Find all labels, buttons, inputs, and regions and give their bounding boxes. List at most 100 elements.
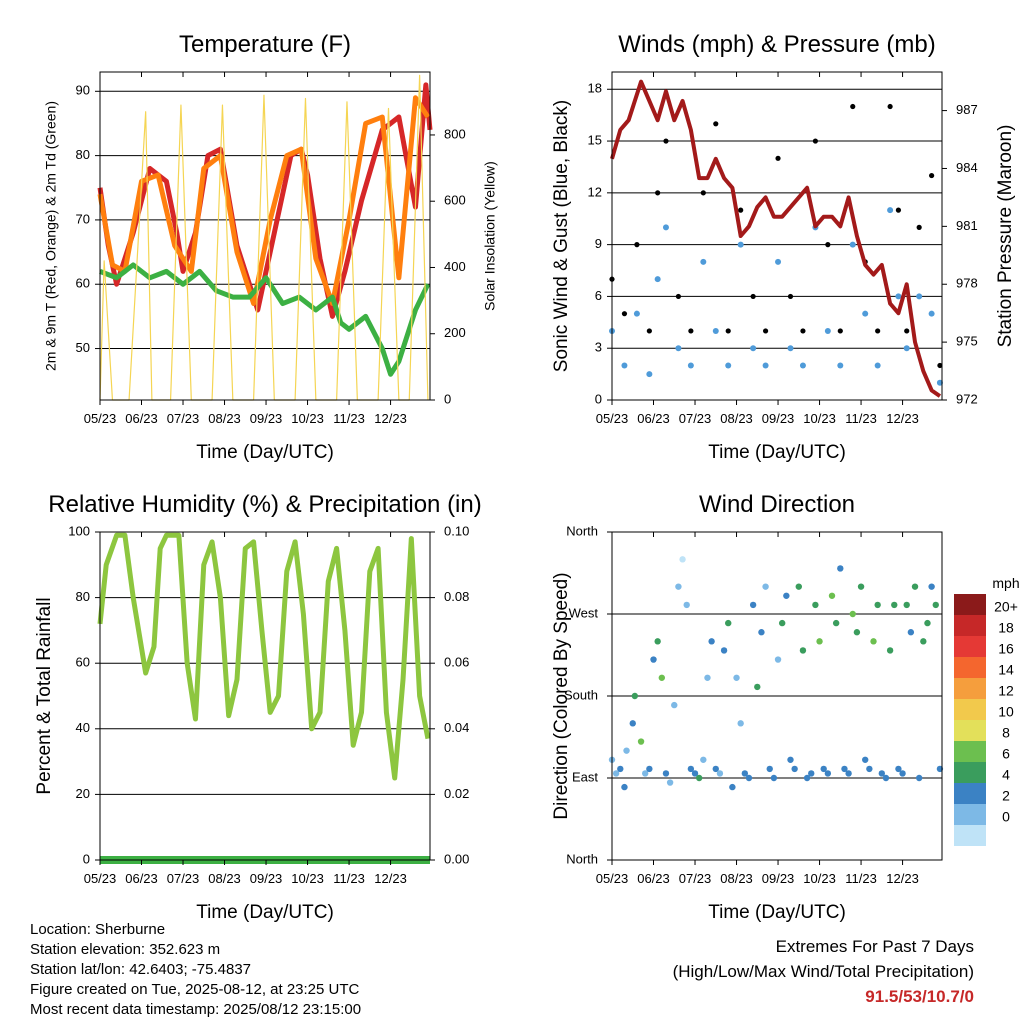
direction-point	[700, 756, 707, 763]
y-right-tick-label: 981	[956, 218, 978, 233]
data-point-gust	[675, 293, 682, 300]
x-tick-label: 09/23	[250, 411, 283, 426]
x-tick-label: 06/23	[637, 411, 670, 426]
data-point-sonic-wind	[824, 327, 831, 334]
x-tick-label: 12/23	[886, 871, 919, 886]
direction-point	[629, 720, 636, 727]
x-tick-label: 10/23	[803, 411, 836, 426]
x-tick-label: 08/23	[208, 411, 241, 426]
colorbar-label: 18	[998, 620, 1014, 636]
direction-point	[646, 765, 653, 773]
colorbar-label: 12	[998, 683, 1014, 699]
data-point-gust	[787, 293, 794, 300]
data-point-gust	[904, 328, 910, 334]
direction-point	[654, 638, 661, 645]
extremes-box: Extremes For Past 7 Days (High/Low/Max W…	[673, 934, 974, 1009]
y-axis-label: Sonic Wind & Gust (Blue, Black)	[551, 100, 572, 372]
y-tick-label: East	[572, 769, 598, 784]
data-point-gust	[700, 190, 706, 196]
direction-point	[832, 619, 840, 627]
colorbar-label: 16	[998, 641, 1014, 657]
data-point-gust	[663, 138, 669, 144]
y-right-tick-label: 987	[956, 102, 978, 117]
data-point-sonic-wind	[837, 362, 844, 369]
direction-point	[691, 770, 699, 777]
colorbar-swatch	[954, 720, 986, 741]
station-info: Location: Sherburne Station elevation: 3…	[30, 920, 361, 1020]
colorbar-swatch	[954, 804, 986, 825]
plot-frame	[99, 531, 431, 861]
direction-point	[791, 765, 798, 773]
data-point-sonic-wind	[874, 362, 881, 369]
x-tick-label: 09/23	[762, 871, 795, 886]
data-point-gust	[775, 155, 781, 161]
x-tick-label: 07/23	[167, 411, 200, 426]
data-point-gust	[937, 362, 943, 369]
data-point-sonic-wind	[662, 224, 669, 231]
direction-point	[662, 770, 670, 777]
y-tick-label: 40	[76, 720, 90, 735]
direction-point	[841, 765, 848, 773]
data-point-sonic-wind	[895, 293, 902, 300]
direction-point	[828, 592, 836, 599]
y-right-tick-label: 0.02	[444, 786, 469, 801]
data-point-sonic-wind	[712, 327, 719, 334]
y-right-tick-label: 984	[956, 160, 978, 175]
colorbar-title: mph	[992, 575, 1019, 591]
direction-point	[733, 674, 740, 681]
data-point-gust	[887, 103, 893, 110]
colorbar-label: 4	[1002, 767, 1010, 783]
extremes-values: 91.5/53/10.7/0	[865, 987, 974, 1006]
y-tick-label: 80	[76, 147, 90, 162]
panel-title: Wind Direction	[699, 491, 855, 518]
direction-point	[799, 647, 807, 654]
data-point-gust	[812, 138, 818, 144]
direction-point	[687, 765, 695, 773]
data-point-gust	[621, 311, 628, 317]
data-point-sonic-wind	[700, 258, 707, 265]
data-point-sonic-wind	[775, 258, 782, 265]
panel-title: Winds (mph) & Pressure (mb)	[618, 31, 935, 58]
data-point-sonic-wind	[646, 371, 653, 378]
direction-point	[762, 583, 769, 590]
colorbar-swatch	[954, 762, 986, 783]
y-tick-label: 50	[76, 340, 90, 355]
direction-point	[675, 583, 682, 590]
colorbar-swatch	[954, 636, 986, 657]
x-tick-label: 11/23	[333, 411, 365, 426]
data-point-gust	[895, 207, 902, 213]
colorbar-label: 6	[1002, 746, 1010, 762]
direction-point	[666, 779, 674, 786]
x-tick-label: 05/23	[84, 411, 117, 426]
direction-point	[849, 610, 856, 618]
y-right-tick-label: 0.04	[444, 720, 469, 735]
direction-point	[837, 565, 844, 572]
colorbar-swatch	[954, 657, 986, 678]
direction-point	[774, 656, 782, 663]
direction-point	[903, 601, 910, 609]
direction-point	[617, 765, 624, 773]
direction-point	[737, 720, 744, 727]
colorbar-label: 20+	[994, 599, 1018, 615]
direction-point	[874, 601, 881, 609]
direction-point	[642, 770, 649, 777]
x-tick-label: 12/23	[374, 411, 407, 426]
plot-frame	[99, 71, 431, 401]
x-tick-label: 07/23	[167, 871, 200, 886]
direction-point	[845, 770, 852, 777]
direction-point	[766, 765, 773, 773]
direction-point	[924, 619, 931, 627]
y-tick-label: 70	[76, 211, 90, 226]
x-axis-label: Time (Day/UTC)	[708, 902, 846, 923]
direction-point	[770, 774, 778, 782]
x-axis-label: Time (Day/UTC)	[708, 442, 846, 463]
direction-point	[612, 770, 620, 777]
x-tick-label: 06/23	[125, 411, 158, 426]
data-point-sonic-wind	[916, 293, 923, 300]
colorbar-swatch	[954, 741, 986, 762]
colorbar-swatch	[954, 678, 986, 699]
direction-point	[708, 638, 715, 645]
y-tick-label: 18	[588, 81, 602, 96]
direction-point	[895, 765, 902, 773]
